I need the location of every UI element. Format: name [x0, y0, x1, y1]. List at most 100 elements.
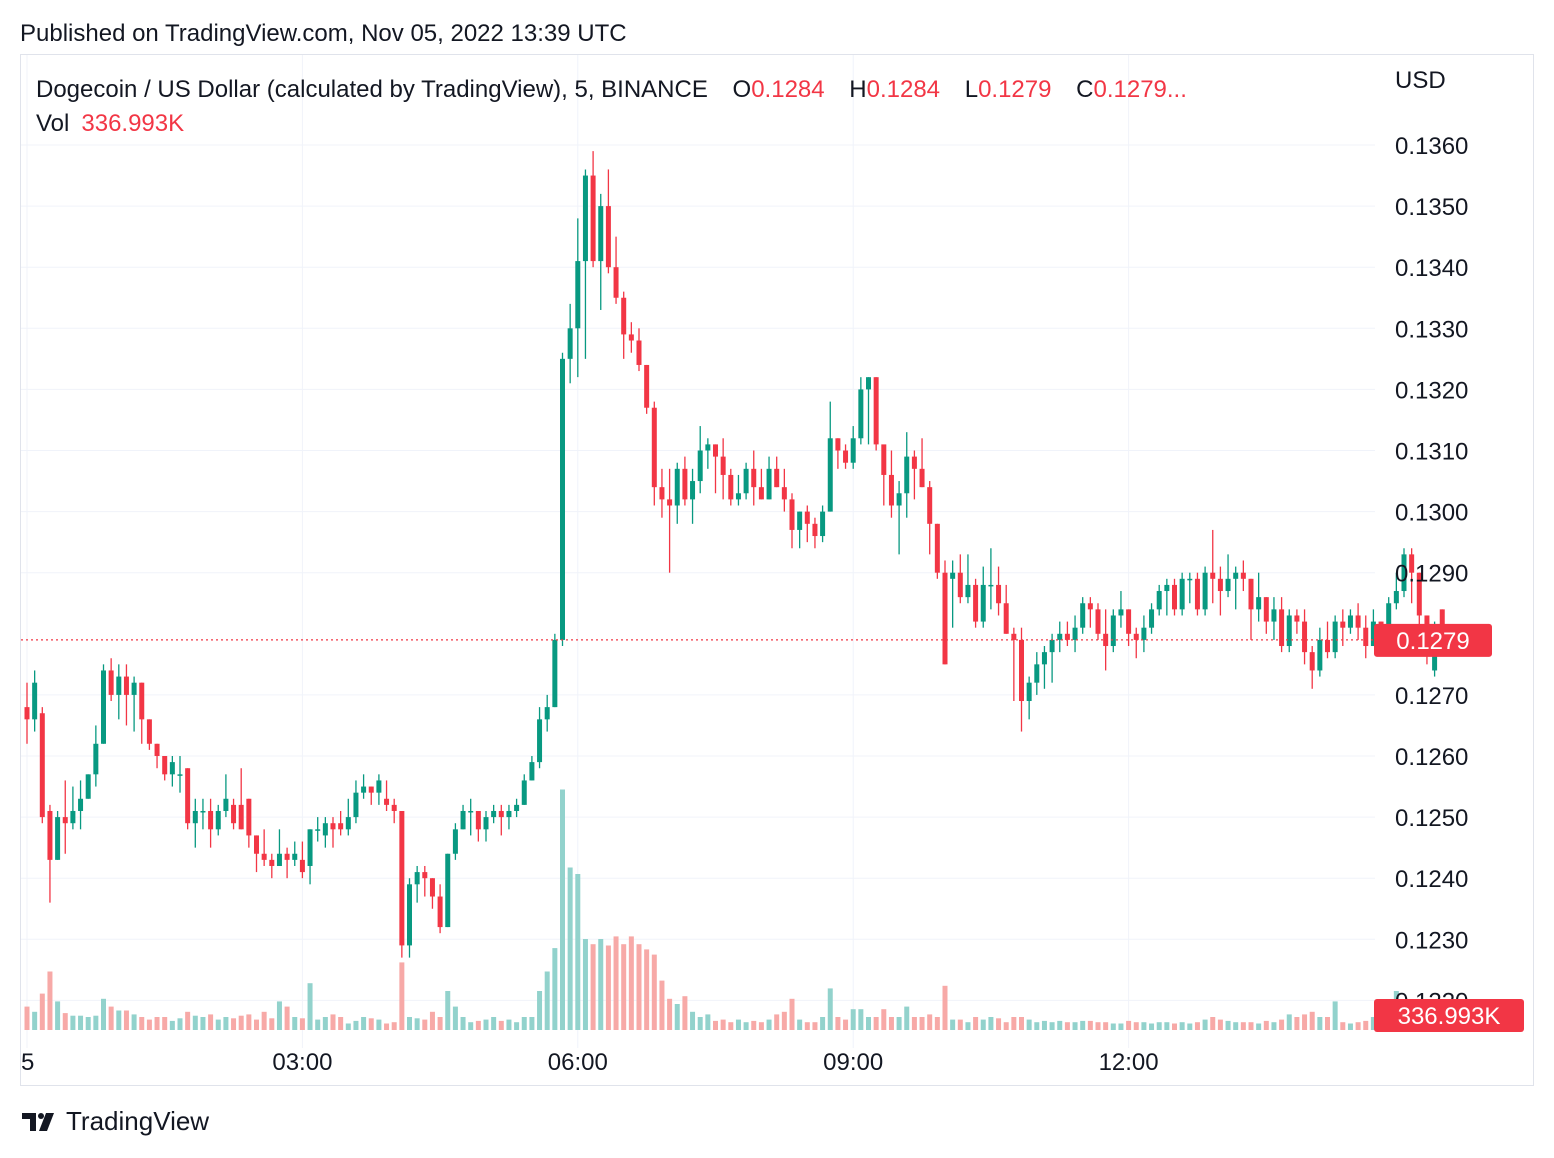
candle-body: [445, 853, 451, 928]
candle-body: [146, 719, 152, 744]
candle-body: [1019, 639, 1024, 702]
candle-body: [567, 328, 573, 359]
candle-body: [957, 572, 963, 598]
price-axis: 0.1360 0.1350 0.1340 0.1330 0.1320 0.1310 0.13…: [1395, 133, 1468, 1015]
candle-body: [1263, 597, 1269, 622]
last-volume-badge-text: 336.993K: [1398, 1003, 1501, 1030]
volume-bar: [1080, 1020, 1086, 1030]
volume-bar: [1133, 1022, 1139, 1030]
candle-body: [1126, 609, 1132, 634]
volume-bar: [789, 998, 795, 1030]
volume-bar: [1294, 1017, 1300, 1030]
volume-bar: [506, 1019, 512, 1030]
volume-bar: [904, 1006, 910, 1030]
y-tick-label: 0.1350: [1395, 194, 1468, 221]
volume-bar: [1003, 1022, 1009, 1030]
candle-body: [429, 878, 435, 897]
volume-bar: [1302, 1014, 1308, 1030]
candle-body: [391, 804, 397, 811]
candle-body: [705, 444, 711, 451]
volume-bar: [177, 1018, 183, 1030]
tradingview-brand[interactable]: TradingView: [20, 1106, 209, 1137]
volume-bar: [950, 1019, 956, 1030]
candle-body: [1217, 578, 1223, 592]
volume-bar: [231, 1018, 237, 1030]
volume-bar: [1011, 1017, 1017, 1030]
volume-bar: [965, 1022, 971, 1030]
candle-body: [1302, 621, 1308, 653]
candle-body: [131, 682, 137, 695]
volume-bar: [621, 944, 627, 1030]
volume-bar: [743, 1022, 749, 1030]
candle-body: [47, 810, 53, 860]
y-tick-label: 0.1330: [1395, 316, 1468, 343]
volume-bar: [1095, 1022, 1101, 1030]
candle-body: [873, 377, 879, 445]
candle-body: [743, 468, 749, 494]
candle-body: [1072, 627, 1078, 640]
candle-body: [1118, 609, 1124, 616]
candle-body: [1309, 652, 1315, 671]
close-label: C: [1076, 76, 1094, 103]
candle-body: [330, 823, 336, 830]
candle-body: [973, 584, 979, 622]
volume-bar: [544, 971, 550, 1030]
candle-body: [93, 743, 99, 775]
candle-body: [667, 499, 673, 506]
volume-bar: [391, 1022, 397, 1030]
volume-bar: [659, 980, 665, 1030]
volume-bar: [927, 1014, 933, 1030]
candle-body: [1187, 578, 1193, 581]
candle-body: [1271, 609, 1277, 622]
candle-body: [1370, 621, 1376, 647]
candle-body: [1393, 591, 1399, 604]
high-value: 0.1284: [866, 76, 941, 103]
candle-body: [980, 584, 986, 622]
candle-body: [39, 713, 45, 818]
candle-body: [582, 175, 588, 262]
volume-bar: [78, 1015, 84, 1030]
volume-bar: [307, 983, 313, 1030]
candle-body: [1347, 615, 1353, 628]
candle-body: [514, 804, 520, 811]
candle-body: [1202, 572, 1208, 610]
candle-body: [24, 707, 30, 720]
volume-bar: [70, 1015, 76, 1030]
candle-body: [789, 499, 795, 530]
volume-bar: [690, 1011, 696, 1030]
volume-bar: [131, 1014, 137, 1030]
volume-bar: [284, 1006, 290, 1030]
candle-body: [292, 853, 298, 860]
candle-body: [1286, 615, 1292, 647]
symbol-title: Dogecoin / US Dollar (calculated by Trad…: [36, 76, 708, 103]
last-volume-badge: [1374, 999, 1524, 1032]
volume-bar: [1019, 1017, 1024, 1030]
candle-body: [223, 798, 229, 811]
volume-bar: [246, 1014, 252, 1030]
candle-body: [276, 853, 282, 866]
volume-bar: [1332, 1001, 1338, 1030]
volume-bar: [575, 874, 581, 1030]
candle-body: [552, 639, 558, 708]
volume-bar: [1179, 1022, 1185, 1030]
volume-bar: [498, 1020, 504, 1030]
volume-bar: [345, 1023, 351, 1030]
candle-body: [751, 468, 757, 488]
volume-bar: [254, 1019, 259, 1030]
candle-body: [231, 804, 237, 824]
volume-bar: [1041, 1020, 1047, 1030]
volume-bar: [1202, 1019, 1208, 1030]
volume-bar: [705, 1014, 711, 1030]
candle-body: [766, 468, 772, 500]
volume-bar: [628, 936, 634, 1030]
volume-bar: [491, 1017, 497, 1030]
candle-body: [1133, 633, 1139, 640]
candle-body: [934, 523, 940, 573]
volume-bar: [1072, 1022, 1078, 1030]
x-tick-label: 03:00: [272, 1049, 332, 1076]
candle-body: [521, 780, 527, 805]
candle-body: [55, 817, 61, 860]
volume-bar: [422, 1019, 428, 1030]
volume-bar: [322, 1017, 328, 1030]
